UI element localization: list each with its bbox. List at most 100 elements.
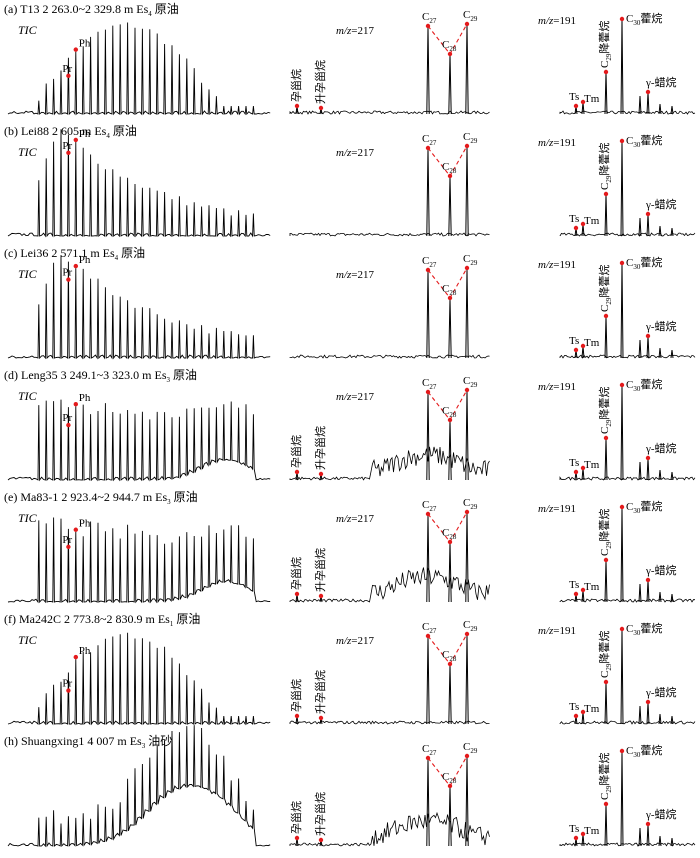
pr-label: Pr <box>62 412 72 424</box>
gammacerane-label: γ-蜡烷 <box>645 807 677 821</box>
homopregnane-marker <box>318 837 324 843</box>
c30-hopane-label: C30藿烷 <box>626 255 662 271</box>
c27-peak <box>426 269 430 359</box>
pr-label: Pr <box>62 140 72 152</box>
c28-marker <box>447 783 453 789</box>
panel-a: (a) T13 2 263.0~2 329.8 m Es4 原油 TIC Pr Ph m… <box>4 2 696 116</box>
pregnane-marker <box>294 469 300 475</box>
c30-hopane-peak <box>620 506 624 603</box>
c27-label: C27 <box>422 11 437 25</box>
tm-marker <box>580 709 586 715</box>
tic-trace <box>7 725 271 848</box>
panel-header: (b) Lei88 2 605 m Es4 原油 <box>4 124 137 140</box>
ts-marker <box>573 103 579 109</box>
ph-marker <box>73 527 79 532</box>
p3-peak <box>670 471 674 481</box>
c27-peak <box>426 147 430 237</box>
pregnane-label: 孕甾烷 <box>289 557 303 590</box>
c28-peak <box>448 175 452 237</box>
p2-peak <box>658 103 662 115</box>
c30-hopane-label: C30藿烷 <box>626 743 662 759</box>
pr-marker <box>66 422 71 428</box>
pr-marker <box>66 688 71 693</box>
gammacerane-marker <box>645 577 651 583</box>
c30-hopane-label: C30藿烷 <box>626 499 662 515</box>
panel-header: (a) T13 2 263.0~2 329.8 m Es4 原油 <box>4 2 179 18</box>
p3-peak <box>670 105 674 115</box>
c29-peak <box>465 267 469 359</box>
c29-norhopane-peak <box>604 803 608 847</box>
c27-peak <box>426 757 430 847</box>
c29-norhopane-marker <box>603 801 609 807</box>
gammacerane-peak <box>646 213 650 237</box>
mz217-label: m/z=217 <box>336 147 374 159</box>
gammacerane-label: γ-蜡烷 <box>645 563 677 577</box>
c29-peak <box>465 23 469 115</box>
gammacerane-label: γ-蜡烷 <box>645 685 677 699</box>
mz191-label: m/z=191 <box>538 15 576 27</box>
ph-label: Ph <box>79 128 91 140</box>
c28-marker <box>447 51 453 57</box>
c29-label: C29 <box>463 375 478 389</box>
ts-marker <box>573 713 579 719</box>
mz217-label: m/z=217 <box>336 635 374 647</box>
panel-header: (d) Leng35 3 249.1~3 323.0 m Es3 原油 <box>4 368 197 384</box>
c30-hopane-label: C30藿烷 <box>626 11 662 27</box>
gammacerane-marker <box>645 699 651 705</box>
c27-marker <box>425 267 431 273</box>
tic-trace <box>7 399 271 482</box>
c29-peak <box>465 389 469 481</box>
tm-label: Tm <box>584 93 600 105</box>
tm-marker <box>580 343 586 349</box>
c29-norhopane-label: C29降藿烷 <box>597 509 613 556</box>
c29-peak <box>465 145 469 237</box>
c29-marker <box>464 509 470 515</box>
tm-marker <box>580 587 586 593</box>
p3-peak <box>670 349 674 359</box>
gammacerane-label: γ-蜡烷 <box>645 197 677 211</box>
p2-peak <box>658 469 662 481</box>
c28-marker <box>447 295 453 301</box>
c30-hopane-marker <box>619 626 625 632</box>
c27-peak <box>426 25 430 115</box>
ph-marker <box>73 263 79 269</box>
tic-label: TIC <box>18 511 38 525</box>
c29-marker <box>464 753 470 759</box>
c30-hopane-marker <box>619 504 625 510</box>
hopane-baseline <box>559 842 696 847</box>
gammacerane-label: γ-蜡烷 <box>645 441 677 455</box>
panel-d: (d) Leng35 3 249.1~3 323.0 m Es3 原油 TIC Pr… <box>4 368 696 482</box>
ts-marker <box>573 347 579 353</box>
pr-label: Pr <box>62 678 72 690</box>
pr-marker <box>66 277 71 282</box>
c29-norhopane-marker <box>603 313 609 319</box>
pr-label: Pr <box>62 534 72 546</box>
p3-peak <box>670 227 674 237</box>
c28-peak <box>448 53 452 115</box>
ts-marker <box>573 469 579 475</box>
c29-norhopane-marker <box>603 679 609 685</box>
p2-peak <box>658 835 662 847</box>
hopane-baseline <box>559 232 696 237</box>
ph-marker <box>73 47 79 52</box>
c29-marker <box>464 265 470 271</box>
c30-hopane-peak <box>620 628 624 725</box>
mz217-label: m/z=217 <box>336 25 374 37</box>
c28-peak <box>448 663 452 725</box>
homopregnane-marker <box>318 105 324 111</box>
panel-header: (f) Ma242C 2 773.8~2 830.9 m Es1 原油 <box>4 612 200 628</box>
p1-peak <box>638 583 642 603</box>
mz191-label: m/z=191 <box>538 259 576 271</box>
panel-e: (e) Ma83-1 2 923.4~2 944.7 m Es3 原油 TIC Pr… <box>4 490 696 604</box>
homopregnane-marker <box>318 471 324 477</box>
mz191-label: m/z=191 <box>538 137 576 149</box>
p2-peak <box>658 713 662 725</box>
c30-hopane-peak <box>620 750 624 847</box>
pregnane-label: 孕甾烷 <box>289 435 303 468</box>
tm-marker <box>580 465 586 471</box>
gammacerane-marker <box>645 455 651 461</box>
hopane-baseline <box>559 598 696 603</box>
c29-norhopane-peak <box>604 193 608 237</box>
tic-label: TIC <box>18 145 38 159</box>
